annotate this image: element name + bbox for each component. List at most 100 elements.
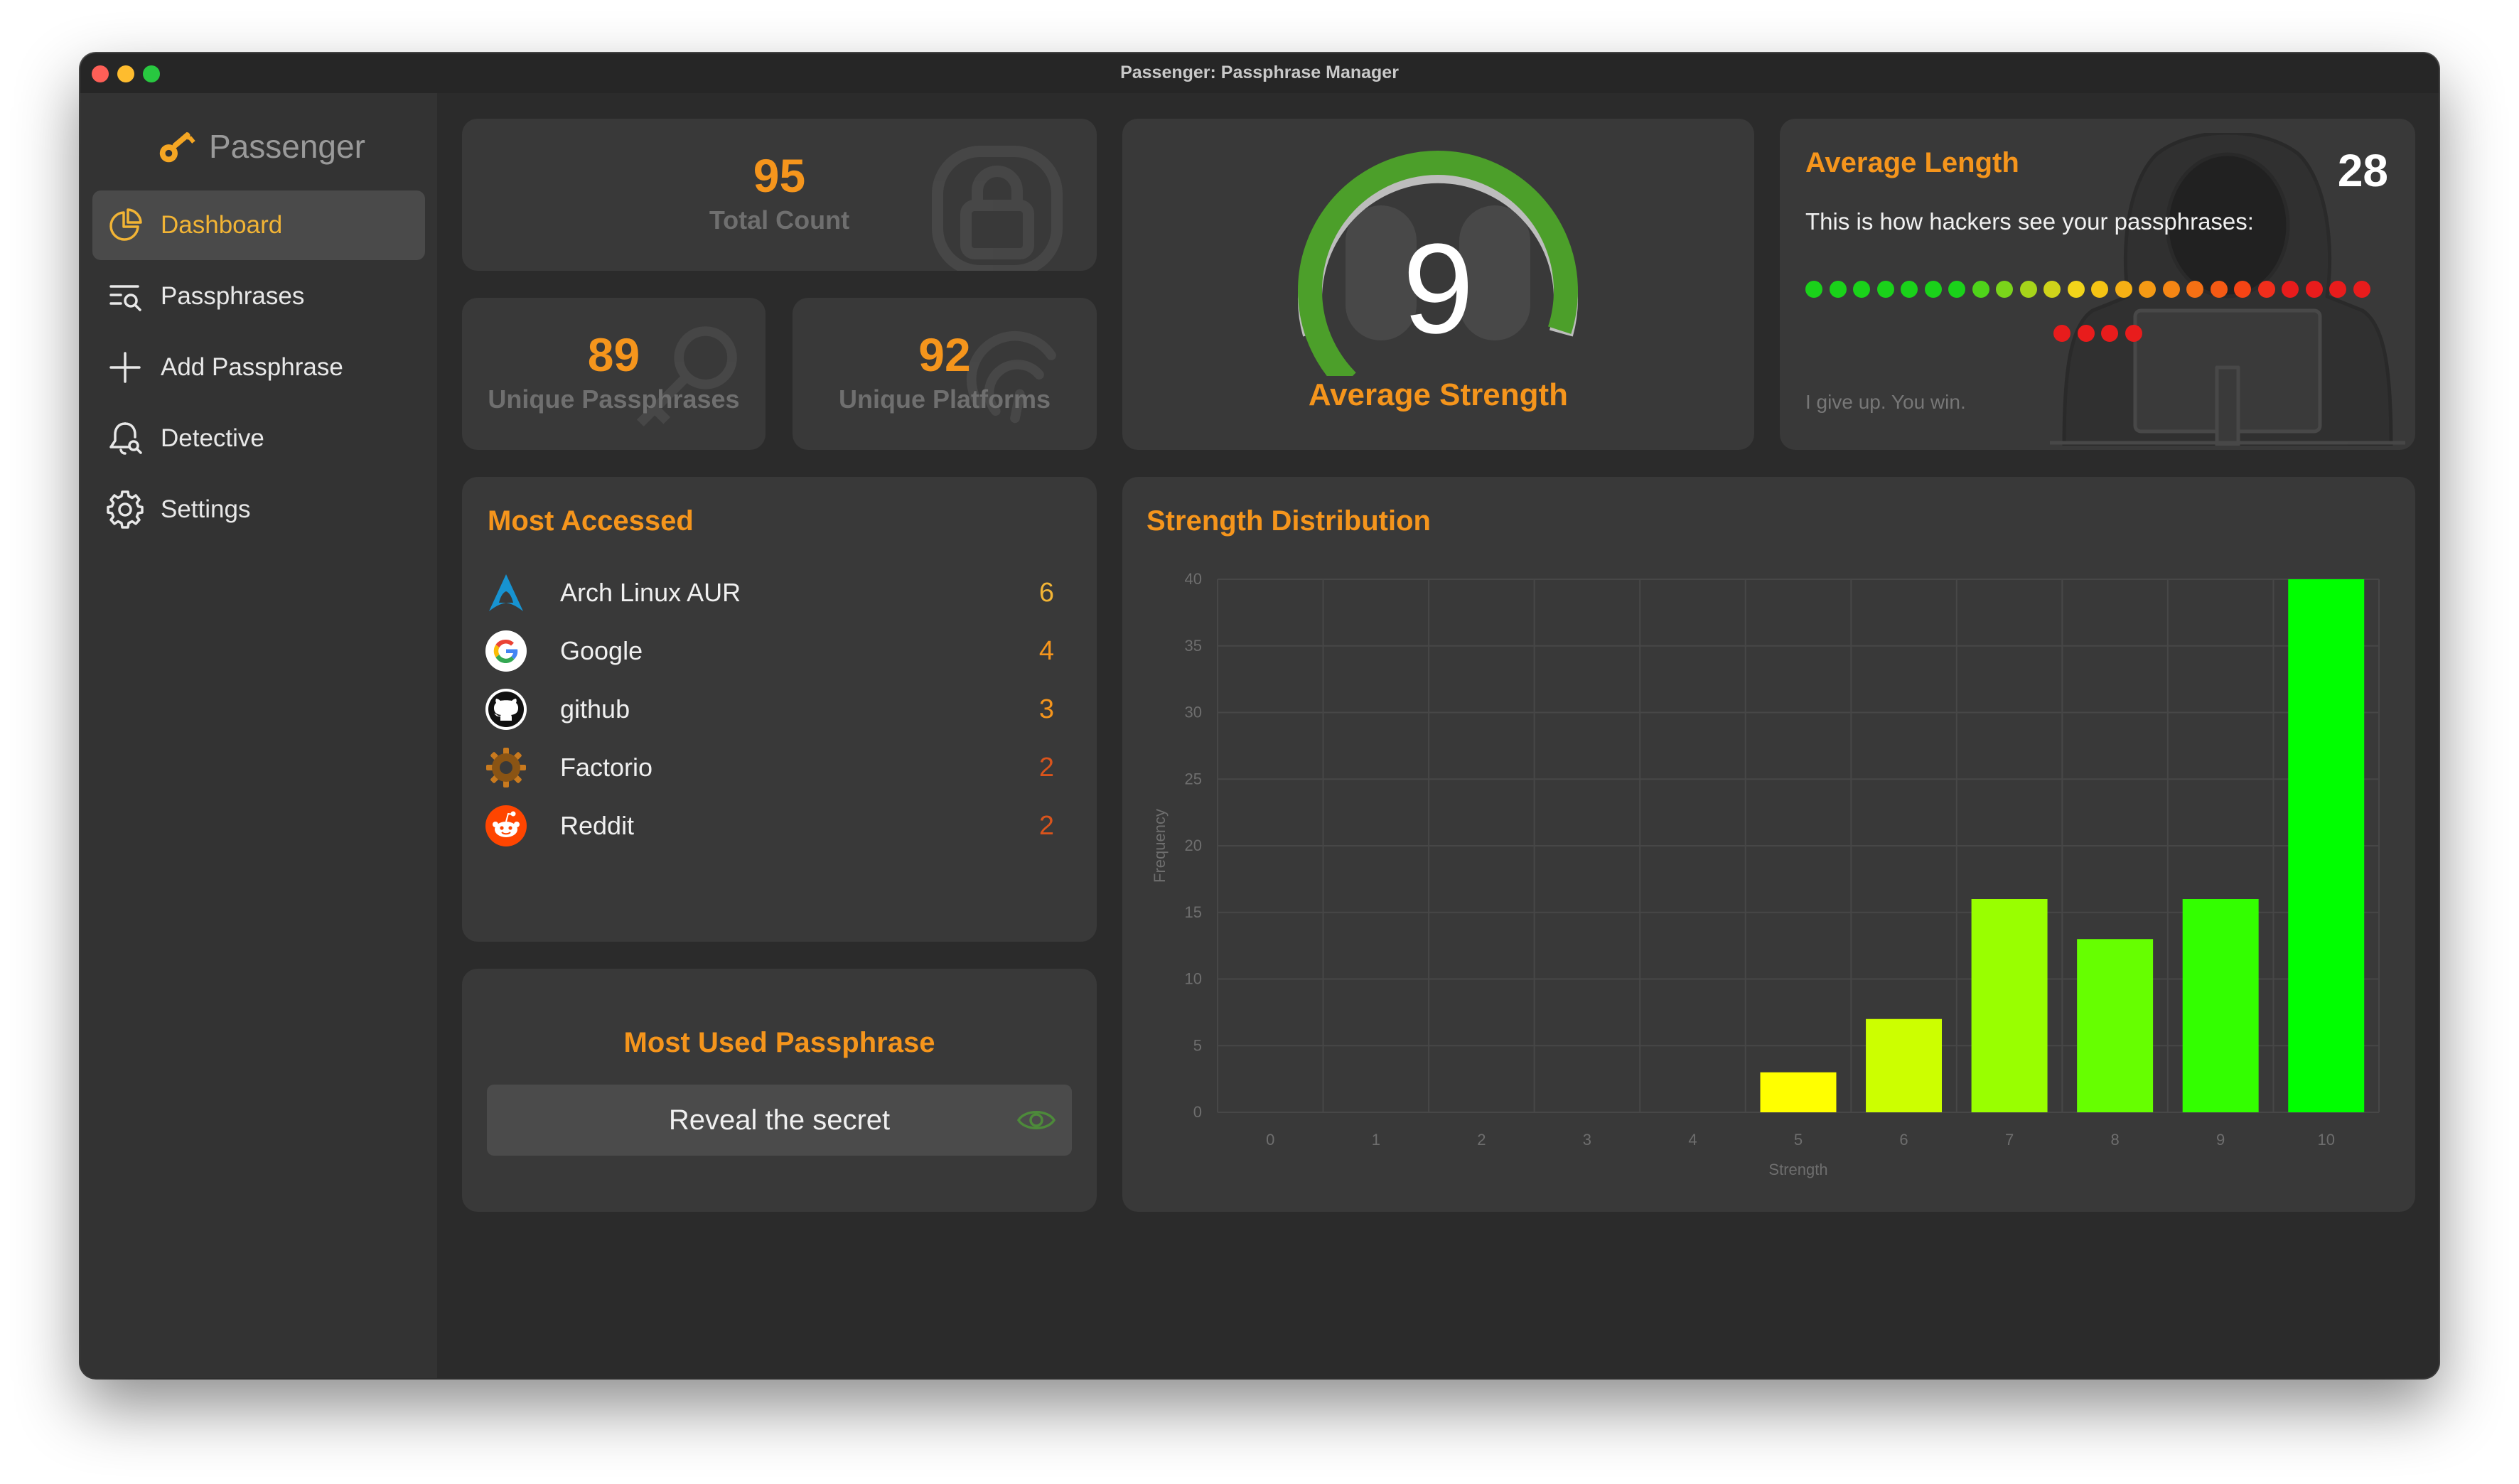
password-char-dot <box>2115 281 2132 298</box>
list-item-name: Reddit <box>560 811 635 840</box>
unique-passphrases-card: 89 Unique Passphrases <box>462 298 766 450</box>
minimize-window-button[interactable] <box>117 65 134 82</box>
most-accessed-title: Most Accessed <box>488 505 694 537</box>
list-search-icon <box>109 285 141 311</box>
list-item-count: 2 <box>1038 810 1054 841</box>
password-char-dot <box>2053 325 2070 342</box>
chart-bar <box>2182 899 2259 1112</box>
password-char-dot <box>2282 281 2299 298</box>
strength-distribution-chart: 0 5 10 15 20 25 30 35 40 0 1 2 3 4 5 6 7 8 9 10 Strength Freq… <box>1151 570 2380 1178</box>
x-tick-label: 8 <box>2111 1131 2120 1149</box>
password-char-dot <box>1805 281 1822 298</box>
average-strength-label: Average Strength <box>1308 377 1569 412</box>
password-char-dot <box>1948 281 1965 298</box>
y-tick-label: 0 <box>1193 1103 1202 1121</box>
eye-icon[interactable] <box>1016 1102 1056 1138</box>
x-tick-label: 4 <box>1688 1131 1697 1149</box>
app-window: Passenger: Passphrase Manager Passenger … <box>80 53 2439 1378</box>
chart-title: Strength Distribution <box>1146 505 1431 537</box>
total-count-value: 95 <box>753 149 806 202</box>
strength-gauge <box>1298 151 1578 376</box>
chart-pie-icon <box>109 208 142 241</box>
y-tick-label: 20 <box>1185 837 1202 854</box>
x-tick-label: 2 <box>1477 1131 1486 1149</box>
average-length-subtitle: This is how hackers see your passphrases… <box>1805 208 2254 235</box>
password-char-dot <box>2125 325 2142 342</box>
chart-bar <box>2077 939 2154 1112</box>
factorio-gear-icon <box>486 748 526 787</box>
reveal-secret-label: Reveal the secret <box>668 1104 891 1136</box>
x-axis-label: Strength <box>1768 1161 1827 1178</box>
y-axis-label: Frequency <box>1151 809 1169 883</box>
sidebar-item-add-passphrase[interactable]: Add Passphrase <box>92 333 425 402</box>
google-icon <box>485 630 527 672</box>
password-dots-row <box>2053 325 2149 343</box>
strength-distribution-card: Strength Distribution 0 5 10 15 20 25 30 35 40 0 1… <box>1122 477 2415 1212</box>
sidebar-item-dashboard[interactable]: Dashboard <box>92 190 425 260</box>
brand: Passenger <box>155 122 365 171</box>
password-char-dot <box>2091 281 2108 298</box>
key-logo-icon <box>159 131 195 163</box>
list-item-count: 6 <box>1038 577 1054 608</box>
sidebar-item-passphrases[interactable]: Passphrases <box>92 262 425 331</box>
sidebar-nav: Dashboard Passphrases Add Passphrase <box>92 190 425 546</box>
y-tick-label: 15 <box>1185 903 1202 921</box>
lock-icon <box>932 146 1063 271</box>
window-title: Passenger: Passphrase Manager <box>1120 63 1399 82</box>
sidebar-item-detective[interactable]: Detective <box>92 404 425 473</box>
list-item-count: 4 <box>1038 635 1054 666</box>
list-item[interactable]: Google 4 <box>485 626 1054 676</box>
password-char-dot <box>1876 281 1894 298</box>
list-item-name: Factorio <box>560 753 653 782</box>
total-count-label: Total Count <box>709 205 850 235</box>
y-tick-label: 5 <box>1193 1036 1202 1054</box>
password-char-dot <box>2257 281 2275 298</box>
maximize-window-button[interactable] <box>143 65 160 82</box>
list-item-name: Arch Linux AUR <box>560 578 741 607</box>
password-char-dot <box>1924 281 1942 298</box>
chart-bar <box>1760 1072 1837 1112</box>
password-char-dot <box>2077 325 2095 342</box>
dashboard-main: 95 Total Count 89 Unique Passphrases 92 … <box>437 93 2439 1378</box>
sidebar: Passenger Dashboard Passphrases <box>80 93 437 1378</box>
y-tick-label: 25 <box>1185 770 1202 787</box>
chart-bar <box>1971 899 2048 1112</box>
password-char-dot <box>2186 281 2203 298</box>
sidebar-item-label: Dashboard <box>161 211 283 239</box>
close-window-button[interactable] <box>92 65 109 82</box>
x-tick-label: 7 <box>2005 1131 2014 1149</box>
list-item[interactable]: Reddit 2 <box>485 801 1054 851</box>
x-tick-label: 0 <box>1266 1131 1274 1149</box>
password-char-dot <box>1996 281 2013 298</box>
password-char-dot <box>2353 281 2370 298</box>
sidebar-item-settings[interactable]: Settings <box>92 475 425 544</box>
password-char-dot <box>1853 281 1870 298</box>
y-tick-label: 30 <box>1185 704 1202 721</box>
unique-platforms-card: 92 Unique Platforms <box>793 298 1097 450</box>
total-count-card: 95 Total Count <box>462 119 1097 271</box>
average-length-value: 28 <box>2337 145 2388 196</box>
list-item-count: 2 <box>1038 752 1054 783</box>
most-used-title: Most Used Passphrase <box>623 1027 935 1058</box>
sidebar-item-label: Settings <box>161 495 251 523</box>
average-length-footer: I give up. You win. <box>1805 391 1966 413</box>
unique-platforms-label: Unique Platforms <box>838 385 1051 414</box>
most-used-passphrase-card: Most Used Passphrase Reveal the secret <box>462 969 1097 1212</box>
password-char-dot <box>2043 281 2061 298</box>
unique-passphrases-value: 89 <box>587 328 640 381</box>
password-char-dot <box>2210 281 2228 298</box>
password-char-dot <box>2101 325 2118 342</box>
y-tick-label: 40 <box>1185 570 1202 588</box>
password-char-dot <box>2234 281 2251 298</box>
password-char-dot <box>1901 281 1918 298</box>
reveal-secret-button[interactable]: Reveal the secret <box>487 1085 1072 1156</box>
list-item[interactable]: github 3 <box>485 684 1054 734</box>
list-item-name: Google <box>560 636 643 665</box>
gear-icon <box>107 490 144 529</box>
chart-bar <box>1866 1018 1943 1112</box>
key-icon <box>636 326 737 427</box>
average-strength-value: 9 <box>1402 217 1474 360</box>
list-item[interactable]: Factorio 2 <box>485 743 1054 792</box>
average-length-card: Average Length 28 This is how hackers se… <box>1780 119 2415 450</box>
list-item[interactable]: Arch Linux AUR 6 <box>485 568 1054 618</box>
